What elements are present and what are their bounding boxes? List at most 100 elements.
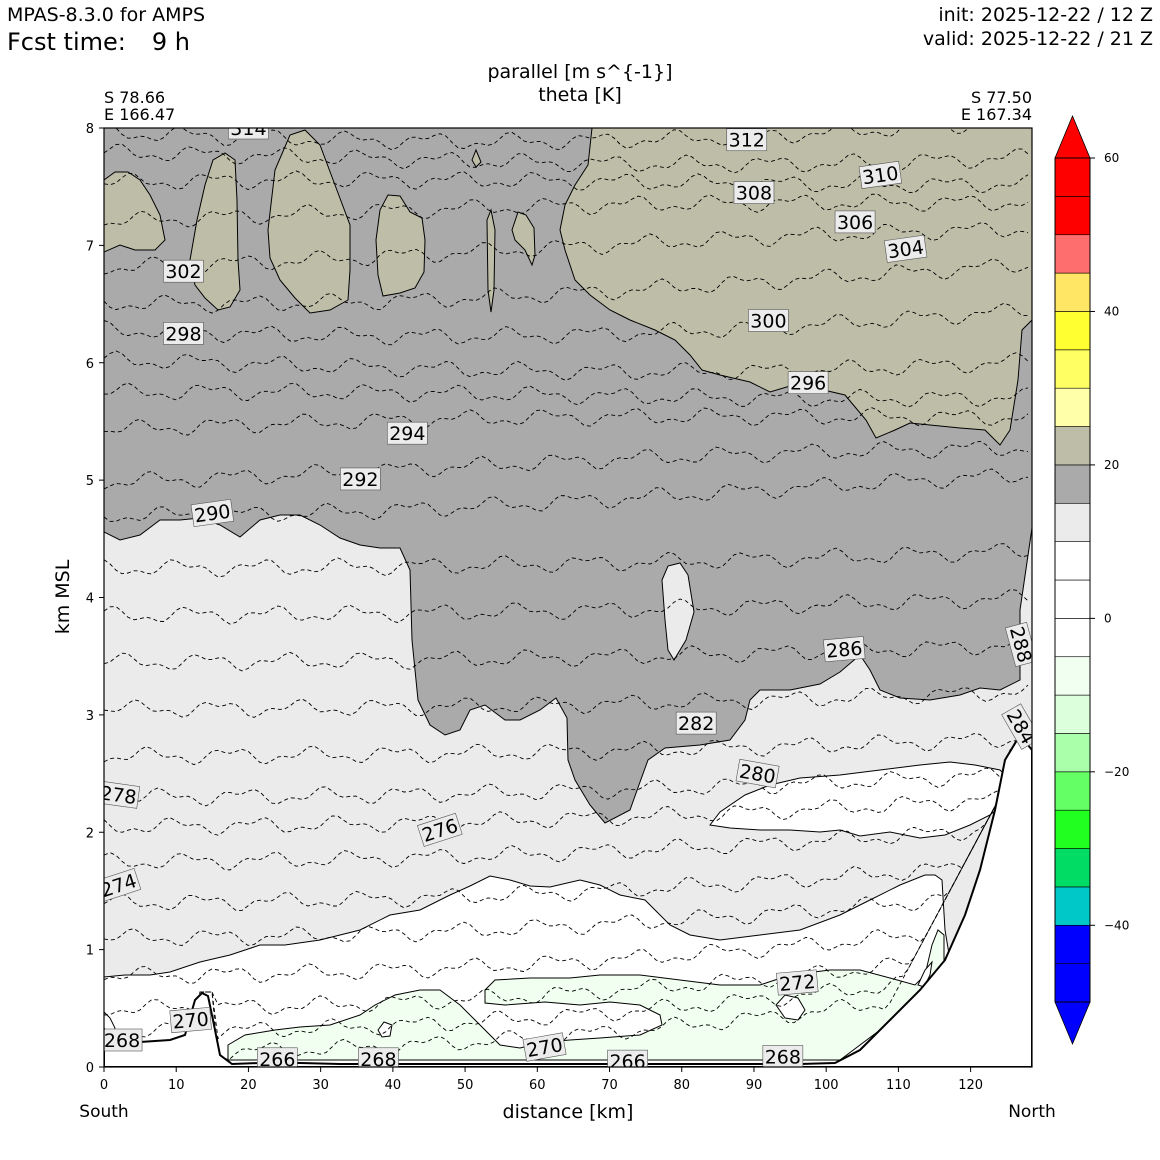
theta-contour-line — [104, 350, 1029, 381]
theta-label-text: 310 — [861, 163, 900, 190]
theta-label-text: 292 — [342, 469, 378, 491]
theta-label: 272 — [776, 969, 819, 996]
theta-label: 310 — [858, 160, 903, 190]
valid-time: valid: 2025-12-22 / 21 Z — [922, 28, 1153, 50]
theta-label-box — [858, 160, 903, 189]
left-end-lat: S 78.66 — [104, 88, 165, 107]
wind-fill-20-25-patch — [104, 171, 166, 253]
theta-label-text: 296 — [790, 373, 826, 395]
colorbar-segment — [1054, 272, 1091, 312]
plot-area — [104, 128, 1032, 1067]
theta-label-text: 312 — [729, 130, 765, 152]
colorbar-segment — [1054, 502, 1091, 542]
colorbar-extend-max — [1054, 114, 1091, 159]
theta-label-box — [417, 812, 463, 847]
theta-label: 268 — [104, 1028, 143, 1052]
colorbar-extend-min — [1054, 1001, 1091, 1046]
y-tick-label: 7 — [86, 239, 94, 254]
x-tick-label: 120 — [958, 1078, 983, 1093]
theta-contour-line — [104, 543, 1029, 578]
theta-label: 294 — [387, 421, 428, 445]
south-label: South — [79, 1102, 128, 1122]
theta-label-box — [104, 1028, 143, 1052]
colorbar-segment — [1054, 771, 1091, 811]
x-tick-label: 10 — [168, 1078, 185, 1093]
wind-fill-minus5-0-patch — [377, 1021, 393, 1038]
x-tick-label: 110 — [886, 1078, 911, 1093]
left-end-lon: E 166.47 — [104, 105, 175, 124]
theta-contour-line — [104, 143, 1029, 174]
theta-label-box — [228, 128, 269, 140]
theta-label-text: 294 — [389, 423, 425, 445]
theta-label: 268 — [762, 1045, 804, 1068]
x-tick-label: 100 — [814, 1078, 839, 1093]
colorbar-segment — [1054, 311, 1091, 351]
theta-contour-line — [104, 258, 1029, 314]
theta-label: 314 — [228, 118, 269, 140]
theta-label-text: 290 — [193, 501, 232, 528]
forecast-time-label: Fcst time: — [7, 28, 126, 56]
right-end-lon: E 167.34 — [961, 105, 1032, 124]
theta-contour-line — [104, 193, 1029, 228]
colorbar-segment — [1054, 924, 1091, 964]
theta-contour-line — [104, 382, 1029, 408]
theta-label-box — [257, 1047, 298, 1067]
theta-label: 270 — [169, 1007, 212, 1034]
theta-label-box — [190, 498, 235, 528]
theta-label-box — [748, 309, 789, 332]
theta-label-text: 266 — [259, 1049, 295, 1071]
y-tick-label: 1 — [86, 944, 94, 959]
theta-label: 286 — [823, 636, 866, 663]
chart-title-theta: theta [K] — [538, 84, 622, 106]
colorbar-segment — [1054, 733, 1091, 773]
theta-label: 306 — [834, 210, 876, 234]
theta-label: 280 — [735, 758, 780, 789]
colorbar-segment — [1054, 541, 1091, 581]
theta-label-box — [387, 421, 428, 445]
theta-contour-line — [104, 635, 1029, 672]
x-tick-label: 70 — [601, 1078, 618, 1093]
wind-fill-20-25-patch — [486, 208, 496, 313]
x-tick-label: 20 — [240, 1078, 257, 1093]
theta-label-box — [726, 128, 768, 152]
colorbar-segment — [1054, 809, 1091, 849]
theta-label-text: 268 — [104, 1030, 140, 1052]
theta-label-box — [163, 259, 204, 283]
theta-contour-line — [104, 744, 1029, 984]
colorbar-segment — [1054, 387, 1091, 427]
theta-contour-line — [104, 744, 1029, 1016]
theta-contour-line — [104, 302, 1029, 346]
theta-label-text: 314 — [230, 118, 266, 140]
theta-label-text: 268 — [765, 1046, 801, 1068]
theta-label-box — [104, 868, 142, 903]
colorbar-tick-label: 40 — [1104, 304, 1119, 318]
theta-label-text: 272 — [778, 971, 816, 996]
colorbar-segment — [1054, 963, 1091, 1003]
theta-label-text: 304 — [886, 236, 925, 263]
colorbar-segment — [1054, 886, 1091, 926]
terrain — [104, 733, 1032, 1067]
colorbar-segment — [1054, 618, 1091, 658]
colorbar-segment — [1054, 426, 1091, 466]
colorbar-segment — [1054, 349, 1091, 389]
chart-title-wind: parallel [m s^{-1}] — [487, 61, 672, 83]
theta-contour-line — [104, 407, 1029, 436]
theta-label-text: 282 — [678, 713, 714, 735]
theta-label-box — [104, 780, 141, 809]
x-tick-label: 50 — [457, 1078, 474, 1093]
theta-contour-line — [115, 128, 970, 151]
wind-fill-20-25-patch — [375, 194, 426, 297]
x-tick-label: 0 — [100, 1078, 108, 1093]
wind-fill-20-25-upper-right — [559, 128, 1032, 446]
x-tick-label: 30 — [312, 1078, 329, 1093]
theta-label-box — [607, 1049, 648, 1067]
theta-label-box — [522, 1032, 567, 1062]
wind-fill-20-25-patch — [471, 148, 482, 168]
theta-label-box — [823, 636, 866, 663]
theta-label-text: 300 — [750, 310, 786, 332]
colorbar-tick-label: 60 — [1104, 151, 1119, 165]
init-time: init: 2025-12-22 / 12 Z — [938, 4, 1153, 26]
theta-contour-line — [104, 744, 1029, 946]
forecast-time: Fcst time: 9 h — [7, 28, 190, 56]
y-axis-label: km MSL — [52, 559, 74, 634]
